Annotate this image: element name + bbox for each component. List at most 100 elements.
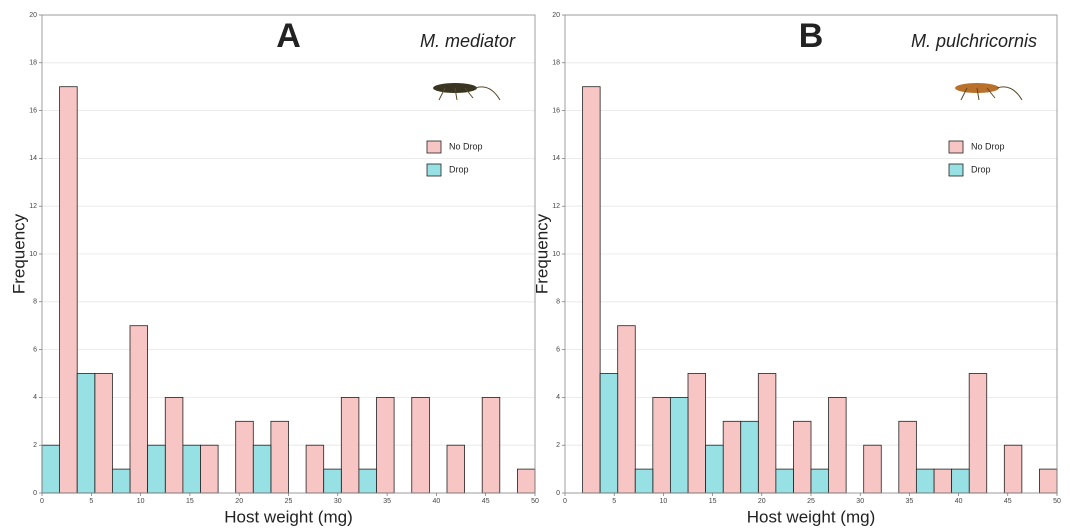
bar bbox=[358, 468, 377, 494]
x-tick-label: 35 bbox=[906, 498, 914, 505]
y-tick-label: 2 bbox=[556, 442, 560, 449]
panel-title: B bbox=[799, 17, 824, 55]
y-tick-label: 20 bbox=[29, 12, 37, 19]
y-tick-label: 16 bbox=[29, 107, 37, 114]
x-tick-label: 5 bbox=[89, 498, 93, 505]
bar bbox=[669, 396, 689, 494]
bar bbox=[41, 444, 61, 494]
y-tick-label: 0 bbox=[556, 490, 560, 497]
bar bbox=[617, 325, 636, 494]
x-tick-label: 10 bbox=[137, 498, 145, 505]
y-tick-label: 4 bbox=[33, 394, 37, 401]
bar bbox=[76, 373, 96, 494]
y-tick-label: 10 bbox=[29, 251, 37, 258]
bar bbox=[1003, 444, 1023, 494]
bar bbox=[898, 420, 917, 494]
bar bbox=[182, 444, 201, 494]
x-tick-label: 45 bbox=[482, 498, 490, 505]
bar bbox=[740, 420, 759, 494]
bar bbox=[599, 373, 619, 494]
bar bbox=[652, 396, 671, 494]
bar bbox=[59, 86, 78, 494]
x-tick-label: 15 bbox=[709, 498, 717, 505]
x-tick-label: 15 bbox=[186, 498, 194, 505]
x-tick-label: 30 bbox=[334, 498, 342, 505]
y-tick-label: 16 bbox=[552, 107, 560, 114]
y-tick-label: 12 bbox=[29, 203, 37, 210]
bar bbox=[235, 420, 254, 494]
insect-legs bbox=[960, 86, 1023, 101]
legend-label: No Drop bbox=[449, 141, 483, 151]
x-tick-label: 35 bbox=[383, 498, 391, 505]
panel: 0 2 4 6 8 10 12 14 16 18 20 0 5 10 15 20 25 30 35 40 45 50 A M.… bbox=[9, 12, 539, 527]
y-tick-label: 14 bbox=[29, 155, 37, 162]
x-tick-label: 30 bbox=[856, 498, 864, 505]
x-tick-label: 20 bbox=[235, 498, 243, 505]
insect-legs bbox=[438, 86, 501, 101]
y-tick-label: 18 bbox=[552, 60, 560, 67]
y-axis-title: Frequency bbox=[532, 213, 551, 294]
bar bbox=[951, 468, 970, 494]
y-tick-label: 6 bbox=[33, 346, 37, 353]
y-tick-label: 2 bbox=[33, 442, 37, 449]
x-tick-label: 45 bbox=[1004, 498, 1012, 505]
bar bbox=[323, 468, 342, 494]
bar bbox=[775, 468, 794, 494]
bar bbox=[446, 444, 465, 494]
bar bbox=[376, 396, 395, 494]
bar bbox=[147, 444, 166, 494]
bar bbox=[164, 396, 184, 494]
x-tick-label: 40 bbox=[433, 498, 441, 505]
bar bbox=[1039, 468, 1058, 494]
legend-label: Drop bbox=[971, 164, 991, 174]
bar bbox=[863, 444, 882, 494]
x-tick-label: 50 bbox=[1053, 498, 1061, 505]
bar bbox=[112, 468, 131, 494]
panel-title: A bbox=[276, 17, 301, 55]
x-tick-label: 25 bbox=[285, 498, 293, 505]
bar bbox=[305, 444, 325, 494]
bar bbox=[200, 444, 219, 494]
y-tick-label: 8 bbox=[556, 299, 560, 306]
x-tick-label: 20 bbox=[758, 498, 766, 505]
bar bbox=[810, 468, 829, 494]
bar bbox=[516, 468, 536, 494]
y-tick-label: 14 bbox=[552, 155, 560, 162]
y-tick-label: 12 bbox=[552, 203, 560, 210]
bar bbox=[481, 396, 501, 494]
bar bbox=[915, 468, 935, 494]
y-tick-label: 20 bbox=[552, 12, 560, 19]
x-tick-label: 10 bbox=[660, 498, 668, 505]
y-tick-label: 6 bbox=[556, 346, 560, 353]
bar bbox=[828, 396, 847, 494]
y-axis-title: Frequency bbox=[9, 213, 28, 294]
y-tick-label: 8 bbox=[33, 299, 37, 306]
bar bbox=[252, 444, 272, 494]
bar bbox=[687, 373, 707, 494]
y-tick-label: 4 bbox=[556, 394, 560, 401]
x-tick-label: 40 bbox=[955, 498, 963, 505]
bar bbox=[634, 468, 654, 494]
y-tick-label: 10 bbox=[552, 251, 560, 258]
y-tick-label: 0 bbox=[33, 490, 37, 497]
plot-border bbox=[564, 14, 1058, 494]
legend-label: Drop bbox=[449, 164, 469, 174]
y-tick-label: 18 bbox=[29, 60, 37, 67]
x-tick-label: 0 bbox=[40, 498, 44, 505]
bar bbox=[757, 373, 777, 494]
legend-swatch bbox=[426, 140, 442, 154]
bar bbox=[705, 444, 724, 494]
bar bbox=[722, 420, 742, 494]
bar bbox=[411, 396, 430, 494]
legend-swatch bbox=[426, 163, 442, 177]
bar bbox=[129, 325, 149, 494]
legend-swatch bbox=[948, 140, 964, 154]
bar bbox=[94, 373, 113, 494]
legend-label: No Drop bbox=[971, 141, 1005, 151]
bar bbox=[270, 420, 289, 494]
x-tick-label: 25 bbox=[807, 498, 815, 505]
x-tick-label: 5 bbox=[612, 498, 616, 505]
bar bbox=[933, 468, 953, 494]
x-tick-label: 50 bbox=[531, 498, 539, 505]
